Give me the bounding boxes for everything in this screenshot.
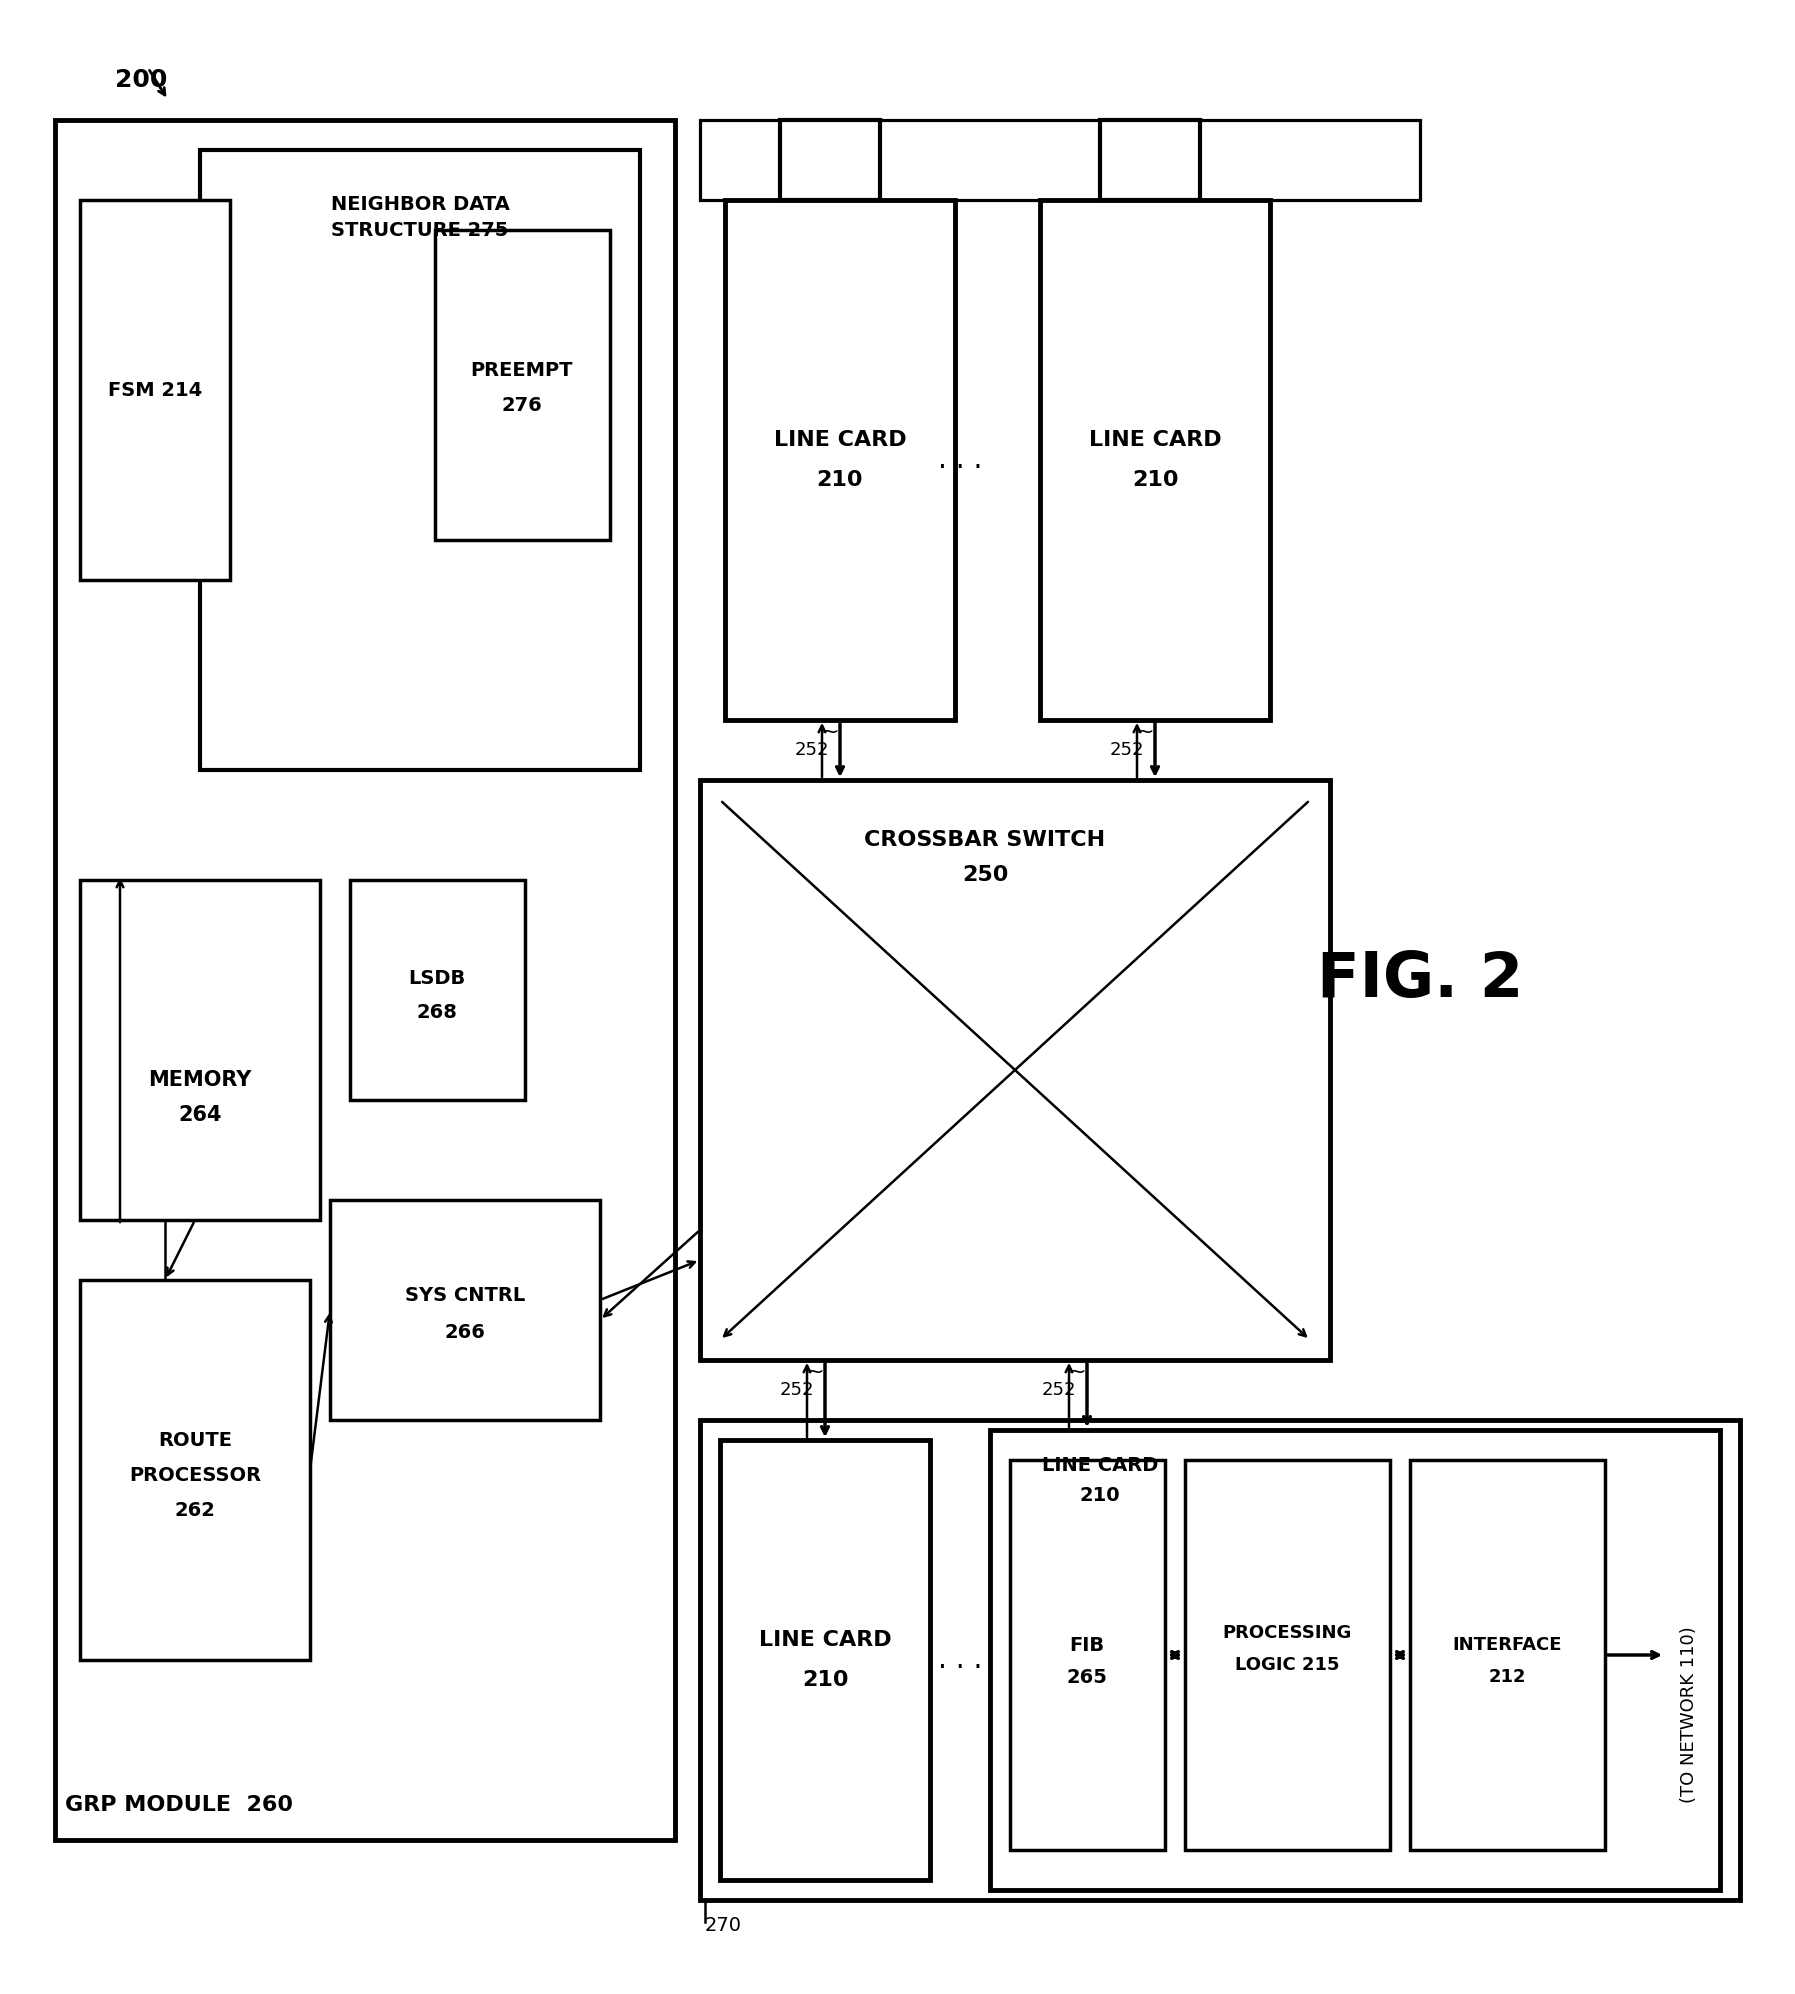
Bar	[725, 199, 955, 720]
Text: . . .: . . .	[937, 1645, 982, 1675]
Text: 266: 266	[445, 1322, 485, 1342]
Text: FIG. 2: FIG. 2	[1318, 949, 1524, 1011]
Bar	[1100, 120, 1201, 199]
Text: PROCESSOR: PROCESSOR	[129, 1466, 260, 1484]
Text: STRUCTURE 275: STRUCTURE 275	[332, 221, 508, 239]
Bar	[700, 120, 1420, 199]
Text: ~: ~	[806, 1362, 824, 1382]
Bar	[1039, 199, 1271, 720]
Text: 252: 252	[1109, 742, 1145, 760]
Text: 252: 252	[781, 1382, 815, 1400]
Text: 268: 268	[416, 1003, 458, 1021]
Text: SYS CNTRL: SYS CNTRL	[406, 1286, 526, 1304]
Text: ROUTE: ROUTE	[158, 1430, 232, 1450]
Text: 265: 265	[1066, 1667, 1108, 1687]
Text: 252: 252	[1043, 1382, 1077, 1400]
Text: LOGIC 215: LOGIC 215	[1235, 1655, 1339, 1675]
Text: 262: 262	[174, 1501, 215, 1519]
Text: PREEMPT: PREEMPT	[470, 361, 573, 379]
Bar	[81, 879, 320, 1220]
Text: 276: 276	[501, 395, 542, 415]
Bar	[700, 1420, 1739, 1900]
Bar	[434, 229, 610, 540]
Text: 210: 210	[1079, 1486, 1120, 1505]
Text: GRP MODULE  260: GRP MODULE 260	[65, 1795, 293, 1815]
Text: ~: ~	[1068, 1362, 1086, 1382]
Text: ~: ~	[820, 722, 840, 742]
Bar	[700, 780, 1330, 1360]
Bar	[781, 120, 880, 199]
Text: MEMORY: MEMORY	[149, 1071, 251, 1091]
Text: LINE CARD: LINE CARD	[759, 1629, 892, 1649]
Text: LINE CARD: LINE CARD	[1090, 431, 1221, 451]
Text: INTERFACE: INTERFACE	[1452, 1635, 1562, 1653]
Text: 210: 210	[802, 1671, 849, 1691]
Bar	[199, 150, 641, 770]
Text: LINE CARD: LINE CARD	[1041, 1456, 1158, 1474]
Text: NEIGHBOR DATA: NEIGHBOR DATA	[330, 195, 510, 215]
Text: 212: 212	[1488, 1669, 1526, 1687]
Text: ~: ~	[1136, 722, 1154, 742]
Text: FSM 214: FSM 214	[108, 381, 203, 399]
Text: PROCESSING: PROCESSING	[1222, 1623, 1352, 1641]
Bar	[1011, 1460, 1165, 1850]
Text: FIB: FIB	[1070, 1635, 1104, 1655]
Bar	[720, 1440, 930, 1880]
Text: 252: 252	[795, 742, 829, 760]
Bar	[1411, 1460, 1605, 1850]
Text: 264: 264	[178, 1105, 223, 1125]
Text: LINE CARD: LINE CARD	[774, 431, 906, 451]
Bar	[350, 879, 524, 1101]
Bar	[991, 1430, 1720, 1890]
Bar	[56, 120, 675, 1840]
Text: (TO NETWORK 110): (TO NETWORK 110)	[1680, 1627, 1698, 1803]
Text: LSDB: LSDB	[409, 969, 465, 987]
Bar	[81, 1280, 311, 1659]
Text: CROSSBAR SWITCH: CROSSBAR SWITCH	[865, 830, 1106, 849]
Text: 250: 250	[962, 865, 1009, 885]
Bar	[1185, 1460, 1389, 1850]
Text: 210: 210	[1133, 471, 1178, 491]
Text: 270: 270	[705, 1916, 741, 1934]
Bar	[81, 199, 230, 580]
Bar	[330, 1200, 600, 1420]
Text: 210: 210	[817, 471, 863, 491]
Text: . . .: . . .	[937, 447, 982, 475]
Text: 200: 200	[115, 68, 167, 92]
